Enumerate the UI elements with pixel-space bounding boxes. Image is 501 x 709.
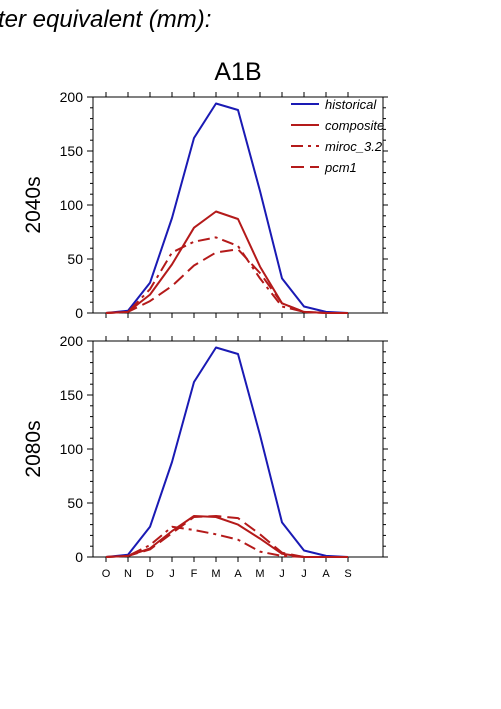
row-label: 2080s xyxy=(22,420,45,477)
x-tick-label: A xyxy=(322,568,330,580)
y-tick-label: 200 xyxy=(60,89,84,105)
x-tick-label: A xyxy=(234,568,242,580)
y-tick-label: 200 xyxy=(60,333,84,349)
legend-label: composite xyxy=(325,118,384,133)
row-label: 2040s xyxy=(22,176,45,233)
panel-2080s: 0 50 100 150 200 O N D J F M A M J J A S 2080s xyxy=(22,333,388,580)
y-tick-label: 50 xyxy=(67,495,83,511)
series-line-pcm1 xyxy=(105,515,348,558)
x-tick-label: J xyxy=(169,568,175,580)
series-line-miroc-3-2 xyxy=(105,525,348,558)
scenario-title: A1B xyxy=(214,58,261,86)
figure-header: ter equivalent (mm): xyxy=(0,6,211,33)
legend-label: miroc_3.2 xyxy=(325,139,383,154)
x-tick-label: D xyxy=(146,568,154,580)
x-tick-label: J xyxy=(301,568,307,580)
legend-label: historical xyxy=(325,97,377,112)
x-tick-label: S xyxy=(344,568,351,580)
x-tick-label: M xyxy=(255,568,264,580)
y-tick-label: 100 xyxy=(60,197,84,213)
panels: 0 50 100 150 200 2040s historical composite miro… xyxy=(22,89,388,580)
y-tick-label: 0 xyxy=(75,549,83,565)
x-tick-label: F xyxy=(191,568,198,580)
series-line-historical xyxy=(105,102,349,314)
x-tick-label: O xyxy=(102,568,111,580)
x-tick-label: N xyxy=(124,568,132,580)
y-tick-label: 150 xyxy=(60,387,84,403)
y-tick-label: 0 xyxy=(75,305,83,321)
x-tick-label: M xyxy=(211,568,220,580)
y-tick-label: 100 xyxy=(60,441,84,457)
y-tick-label: 50 xyxy=(67,251,83,267)
series-line-pcm1 xyxy=(105,248,348,314)
y-tick-label: 150 xyxy=(60,143,84,159)
legend-label: pcm1 xyxy=(324,160,357,175)
x-tick-label: J xyxy=(279,568,285,580)
legend: historical composite miroc_3.2 pcm1 xyxy=(291,97,384,175)
panel-2040s: 0 50 100 150 200 2040s historical composite miro… xyxy=(22,89,388,321)
series-line-historical xyxy=(105,346,349,558)
